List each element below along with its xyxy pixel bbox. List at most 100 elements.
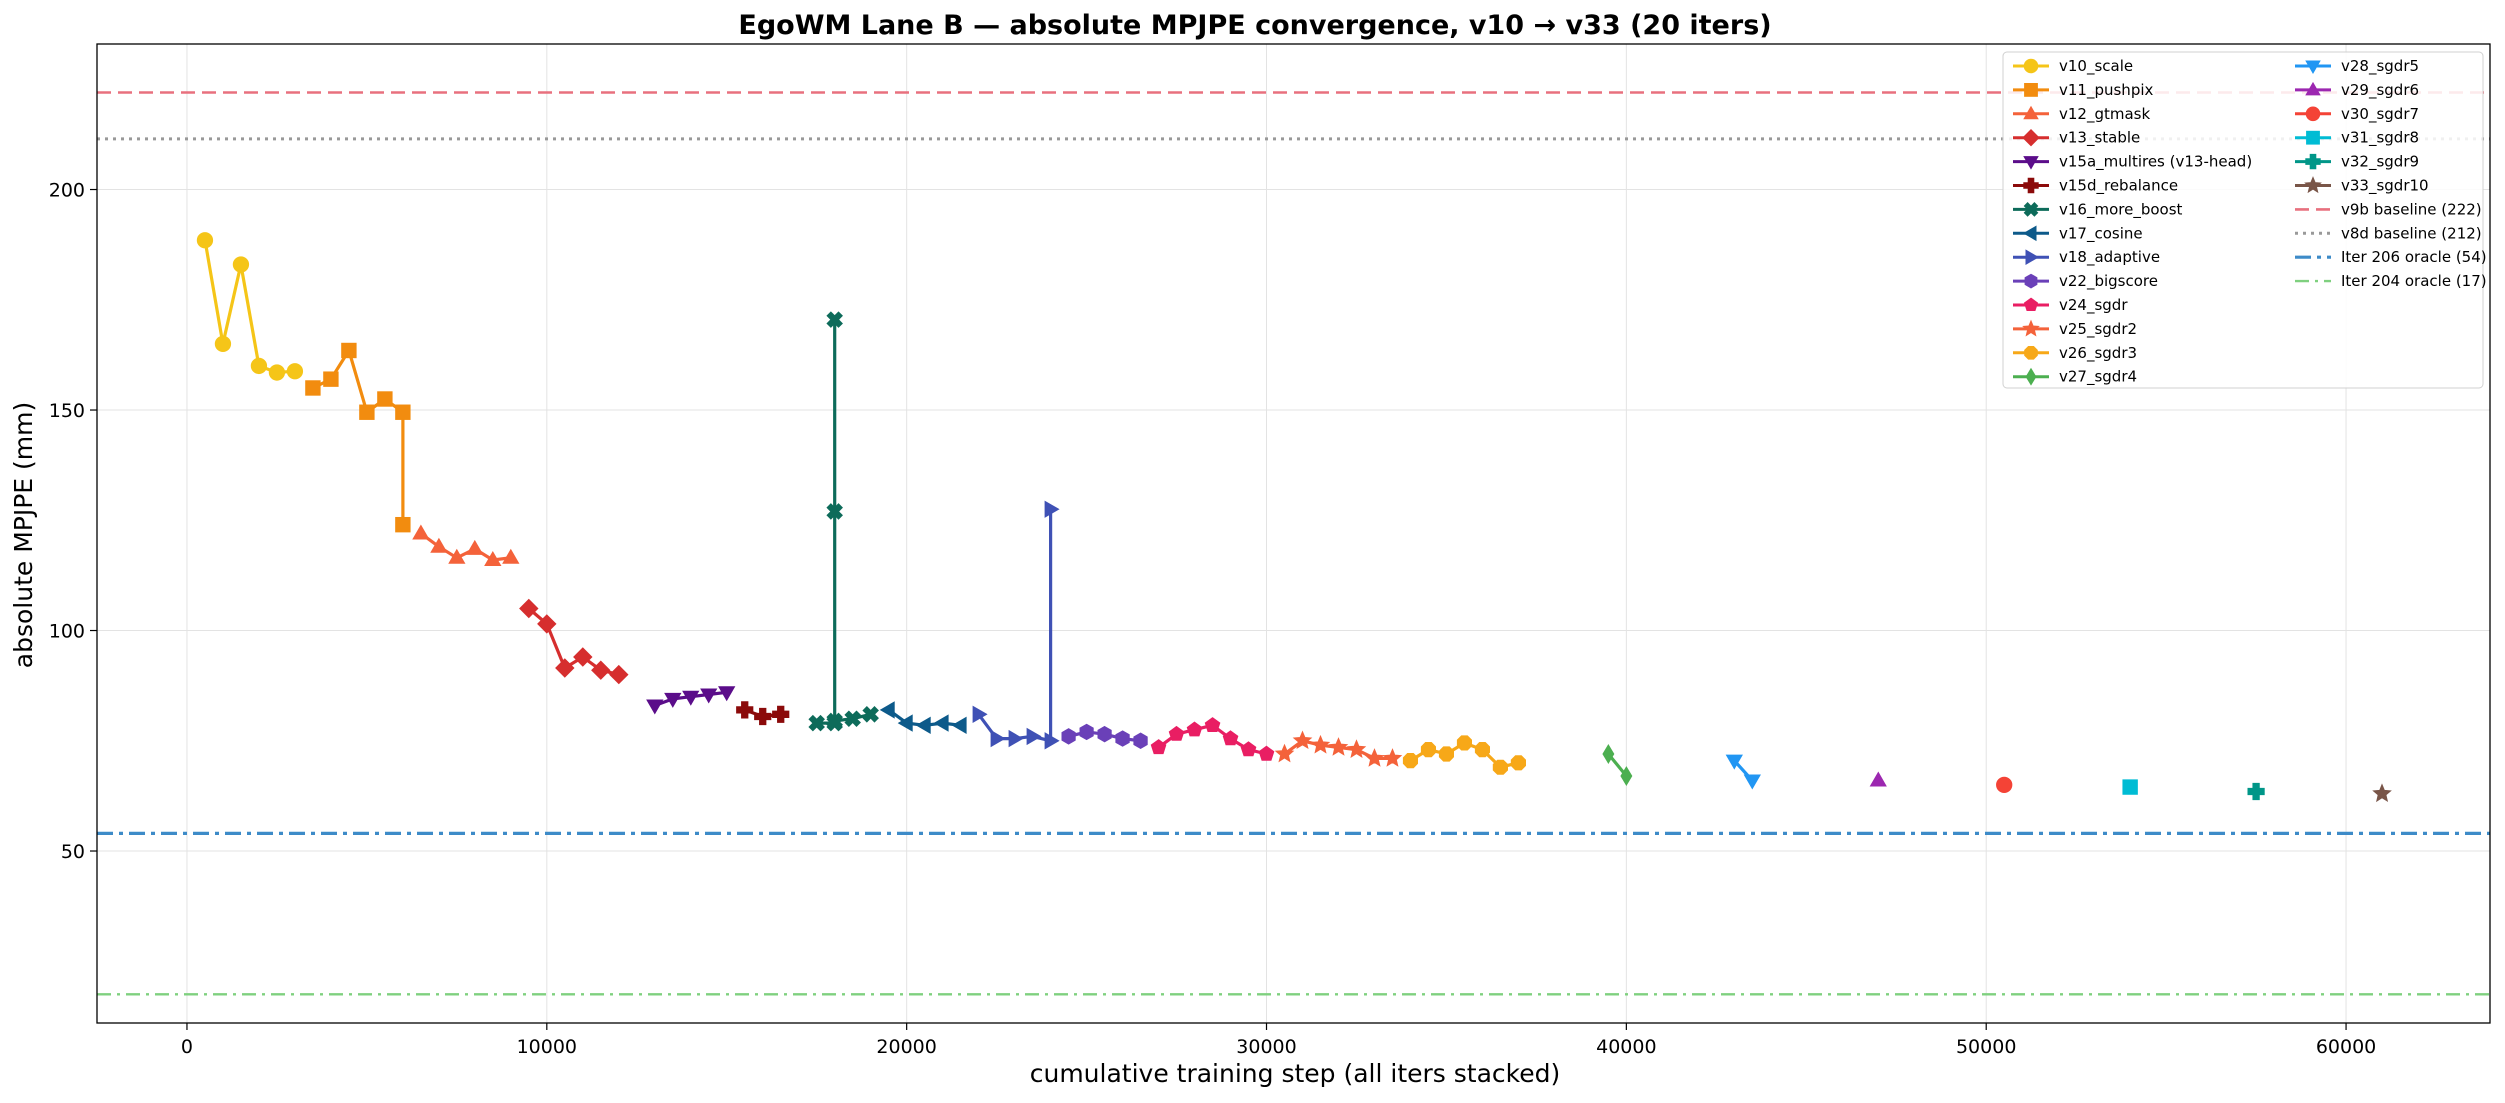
legend-swatch-marker	[2024, 273, 2038, 289]
data-point	[1474, 742, 1490, 758]
legend-entry: v33_sgdr10	[2295, 176, 2429, 196]
legend-box	[2002, 51, 2484, 389]
data-point	[232, 256, 250, 273]
series-v32_sgdr9	[2247, 782, 2265, 801]
legend-entry: v13_stable	[2013, 129, 2140, 148]
series-v15d_rebalance	[736, 701, 790, 726]
data-point	[1725, 754, 1743, 770]
data-point	[915, 716, 931, 734]
legend-label: v17_cosine	[2059, 224, 2143, 243]
data-point	[1996, 776, 2013, 794]
series-v18_adaptive	[972, 500, 1060, 750]
legend-swatch-marker	[2306, 130, 2320, 145]
data-point	[933, 714, 949, 732]
legend-label: v13_stable	[2059, 129, 2140, 148]
legend-label: v32_sgdr9	[2341, 153, 2419, 172]
data-point	[466, 539, 484, 555]
legend-entry: v30_sgdr7	[2295, 105, 2419, 124]
legend-label: v15a_multires (v13-head)	[2059, 153, 2252, 172]
data-point	[323, 371, 339, 387]
legend-swatch-marker	[2305, 106, 2321, 122]
data-point	[772, 705, 790, 723]
data-point	[664, 692, 682, 708]
legend-entry: v15a_multires (v13-head)	[2013, 153, 2252, 172]
data-point	[646, 699, 664, 715]
series-v28_sgdr5	[1725, 754, 1761, 790]
legend-entry: v32_sgdr9	[2295, 153, 2419, 172]
data-point	[341, 342, 357, 359]
data-point	[1438, 746, 1454, 762]
data-point	[972, 705, 988, 723]
legend-swatch-marker	[2022, 128, 2040, 147]
data-point	[2247, 782, 2265, 801]
x-tick-label: 10000	[517, 1036, 577, 1058]
x-tick-label: 0	[181, 1036, 193, 1058]
legend-label: v30_sgdr7	[2341, 105, 2419, 124]
legend-label: v25_sgdr2	[2059, 320, 2137, 339]
data-point	[1292, 730, 1313, 750]
legend-swatch-marker	[2023, 297, 2039, 311]
series-v10_scale	[196, 232, 304, 381]
data-point	[591, 660, 611, 680]
data-point	[537, 614, 557, 634]
data-point	[519, 598, 539, 619]
data-point	[1115, 730, 1130, 747]
series-v33_sgdr10	[2372, 783, 2392, 803]
legend-entry: v26_sgdr3	[2013, 344, 2137, 363]
x-tick-label: 30000	[1236, 1036, 1296, 1058]
legend-swatch-marker	[2023, 156, 2039, 170]
legend-label: v10_scale	[2059, 57, 2133, 76]
x-tick-label: 50000	[1956, 1036, 2016, 1058]
legend-entry: v16_more_boost	[2013, 200, 2183, 219]
data-point	[1402, 753, 1418, 769]
data-point	[359, 404, 375, 420]
legend: v10_scale v11_pushpix v12_gtmask v13_stable…	[2002, 51, 2487, 389]
data-point	[1346, 739, 1367, 758]
legend-swatch-marker	[2024, 346, 2038, 360]
data-point	[1168, 725, 1185, 741]
legend-label: v22_bigscore	[2059, 272, 2158, 291]
data-point	[990, 729, 1006, 748]
legend-label: v28_sgdr5	[2341, 57, 2419, 76]
x-axis-label: cumulative training step (all iters stac…	[1030, 1059, 1561, 1088]
legend-label: v27_sgdr4	[2059, 368, 2137, 387]
series-v31_sgdr8	[2122, 779, 2138, 795]
data-point	[1044, 732, 1060, 750]
legend-swatch-marker	[2023, 105, 2039, 120]
legend-entry: v11_pushpix	[2013, 81, 2154, 100]
legend-label: v9b baseline (222)	[2341, 200, 2482, 218]
legend-entry: v24_sgdr	[2013, 296, 2128, 315]
series-v13_stable	[519, 598, 629, 685]
data-point	[412, 524, 430, 540]
data-point	[250, 357, 268, 375]
legend-entry: v8d baseline (212)	[2295, 224, 2482, 242]
data-point	[448, 548, 466, 564]
data-point	[1044, 500, 1060, 518]
series-v12_gtmask	[412, 524, 520, 566]
legend-entry: v31_sgdr8	[2295, 129, 2419, 148]
legend-entry: Iter 204 oracle (17)	[2295, 272, 2487, 290]
data-point	[2122, 779, 2138, 795]
data-point	[736, 701, 754, 719]
data-point	[1222, 730, 1239, 746]
legend-label: v15d_rebalance	[2059, 177, 2178, 196]
data-point	[1510, 755, 1526, 771]
legend-label: v11_pushpix	[2059, 81, 2154, 100]
legend-entry: Iter 206 oracle (54)	[2295, 248, 2487, 266]
data-point	[2372, 783, 2392, 803]
data-point	[377, 391, 393, 407]
data-point	[1420, 742, 1436, 758]
data-point	[862, 706, 879, 723]
y-tick-label: 200	[49, 180, 85, 202]
data-point	[1869, 771, 1887, 787]
series-v16_more_boost	[808, 311, 879, 732]
data-point	[573, 647, 593, 667]
data-point	[844, 710, 861, 727]
data-point	[1079, 723, 1094, 741]
data-point	[826, 311, 843, 328]
series-v24_sgdr	[1150, 717, 1275, 761]
y-tick-label: 150	[49, 400, 85, 422]
data-point	[951, 716, 967, 734]
legend-swatch-marker	[2023, 58, 2039, 74]
data-point	[609, 664, 629, 685]
